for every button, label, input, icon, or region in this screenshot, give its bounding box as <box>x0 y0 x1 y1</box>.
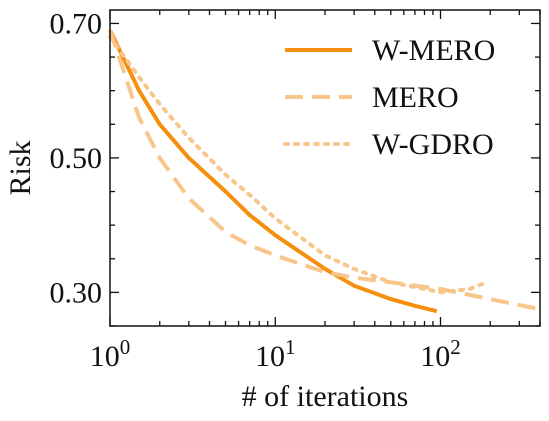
y-tick-label: 0.50 <box>50 142 103 175</box>
x-tick-label: 100 <box>90 335 131 373</box>
y-tick-label: 0.70 <box>50 7 103 40</box>
y-tick-label: 0.30 <box>50 276 103 309</box>
legend-label-w-mero: W-MERO <box>372 34 495 67</box>
y-axis-title: Risk <box>4 140 37 195</box>
x-tick-label-exponent: 0 <box>120 335 131 359</box>
series-line-w-mero <box>108 29 438 314</box>
x-tick-label-exponent: 2 <box>450 335 461 359</box>
x-tick-label-base: 10 <box>255 340 285 373</box>
series-lines <box>108 29 541 314</box>
axis-ticks <box>109 10 541 327</box>
legend: W-MERO MERO W-GDRO <box>283 34 495 161</box>
x-tick-label-base: 10 <box>420 340 450 373</box>
series-line-w-gdro <box>108 34 489 295</box>
legend-label-mero: MERO <box>372 81 459 114</box>
x-tick-label: 102 <box>420 335 461 373</box>
x-tick-label-base: 10 <box>90 340 120 373</box>
legend-label-w-gdro: W-GDRO <box>372 128 494 161</box>
series-line-mero <box>108 29 541 312</box>
x-tick-label: 101 <box>255 335 296 373</box>
x-axis-title: # of iterations <box>242 380 409 413</box>
x-tick-label-exponent: 1 <box>285 335 296 359</box>
